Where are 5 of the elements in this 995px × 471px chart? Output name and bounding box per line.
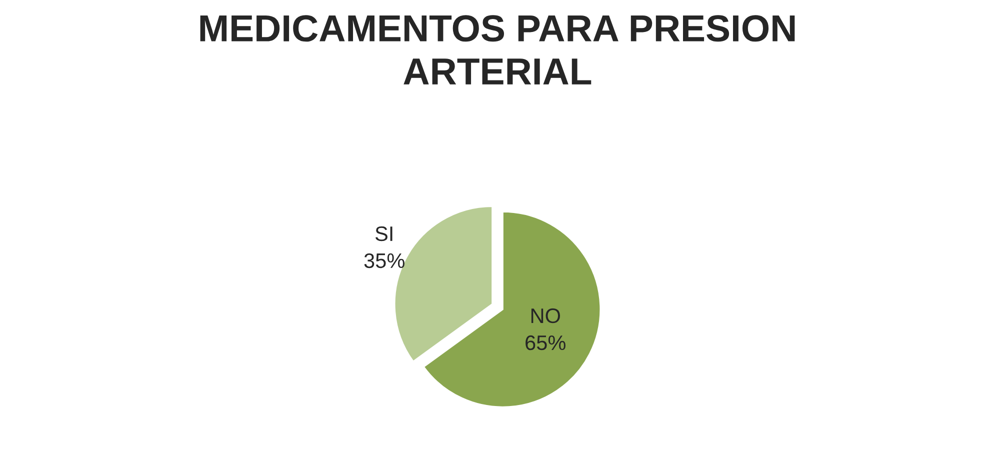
data-label: 35%: [364, 253, 404, 268]
slice-label: SI: [375, 226, 392, 242]
data-label: 65%: [526, 335, 566, 350]
slice-label: NO: [531, 308, 560, 324]
chart-title: MEDICAMENTOS PARA PRESION ARTERIAL: [200, 15, 795, 84]
